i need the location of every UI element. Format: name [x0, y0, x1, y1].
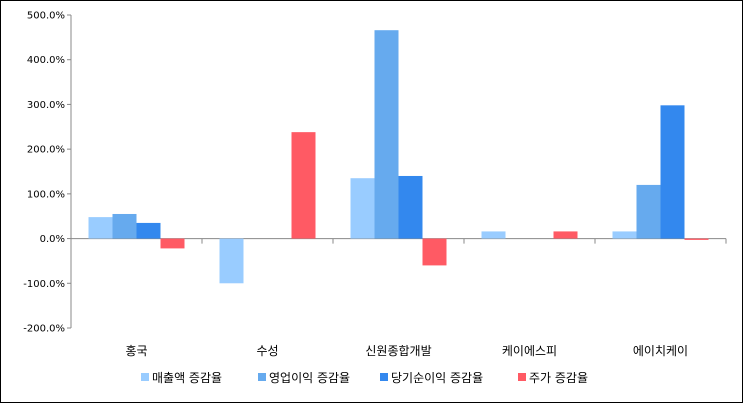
bar[interactable]	[291, 132, 316, 239]
bar[interactable]	[553, 231, 578, 239]
y-tick-label: 100.0%	[27, 189, 65, 200]
y-tick-label: 300.0%	[27, 100, 65, 111]
bar[interactable]	[398, 175, 423, 239]
y-tick-label: 400.0%	[27, 55, 65, 66]
bar[interactable]	[350, 178, 375, 239]
x-category-label: 케이에스피	[502, 344, 557, 358]
x-category-label: 에이치케이	[633, 344, 688, 358]
bar[interactable]	[636, 184, 661, 239]
bar[interactable]	[684, 238, 709, 240]
bar[interactable]	[660, 105, 685, 239]
x-category-label: 수성	[256, 344, 278, 358]
bar[interactable]	[136, 222, 161, 239]
legend-swatch	[380, 373, 388, 381]
x-category-label: 신원종합개발	[365, 344, 431, 358]
bar[interactable]	[88, 217, 113, 239]
y-tick-label: -200.0%	[23, 324, 65, 335]
bar[interactable]	[612, 231, 637, 239]
y-tick-label: 500.0%	[27, 11, 65, 22]
legend-label: 영업이익 증감율	[269, 371, 350, 385]
bar[interactable]	[219, 238, 244, 284]
bar[interactable]	[160, 238, 185, 249]
legend-swatch	[141, 373, 149, 381]
legend-label: 당기순이익 증감율	[391, 371, 483, 385]
bar[interactable]	[112, 213, 137, 239]
y-tick-label: 0.0%	[40, 234, 65, 245]
legend-swatch	[258, 373, 266, 381]
x-category-label: 홍국	[125, 344, 147, 358]
y-tick-label: 200.0%	[27, 145, 65, 156]
legend-label: 매출액 증감율	[152, 371, 222, 385]
legend-swatch	[518, 373, 526, 381]
bar[interactable]	[481, 231, 506, 239]
legend-label: 주가 증감율	[529, 371, 588, 385]
bar[interactable]	[422, 238, 447, 266]
y-tick-label: -100.0%	[23, 279, 65, 290]
bar[interactable]	[374, 30, 399, 239]
